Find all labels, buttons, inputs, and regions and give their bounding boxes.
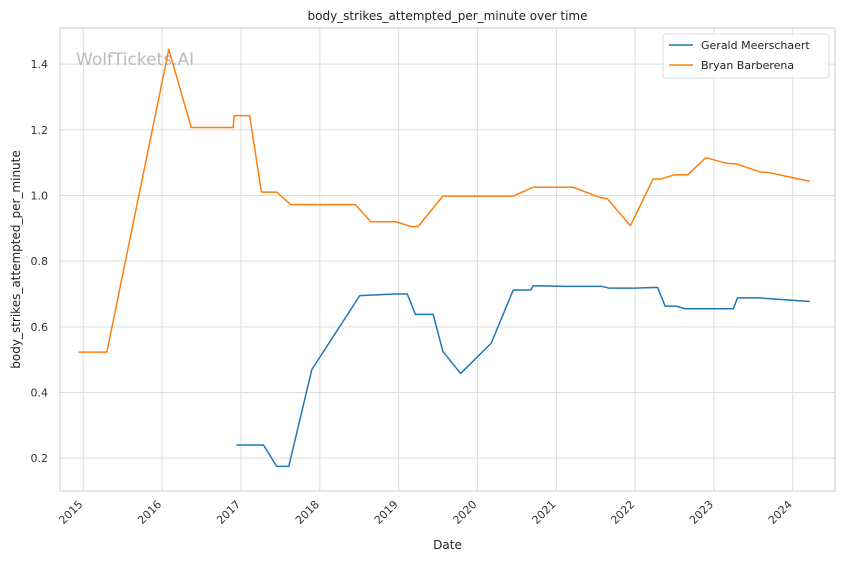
legend-box: [662, 33, 830, 79]
series-layer: [78, 48, 810, 468]
x-tick-label: 2021: [530, 498, 559, 527]
series-line-1: [236, 285, 810, 468]
x-axis-label: Date: [433, 538, 462, 552]
legend: Gerald Meerschaert Bryan Barberena: [662, 33, 830, 79]
y-axis-ticks: 0.2 0.4 0.6 0.8 1.0 1.2 1.4: [31, 58, 49, 465]
y-tick-label: 1.2: [31, 124, 49, 137]
plot-frame: [59, 27, 836, 492]
x-tick-label: 2020: [451, 498, 480, 527]
y-tick-label: 1.4: [31, 58, 49, 71]
y-tick-label: 1.0: [31, 189, 49, 202]
y-tick-label: 0.6: [31, 321, 49, 334]
y-axis-label: body_strikes_attempted_per_minute: [9, 150, 23, 368]
grid: [60, 28, 835, 491]
y-tick-label: 0.2: [31, 452, 49, 465]
x-tick-label: 2018: [293, 498, 322, 527]
x-tick-label: 2017: [214, 498, 243, 527]
x-tick-label: 2019: [372, 498, 401, 527]
chart-title: body_strikes_attempted_per_minute over t…: [308, 9, 588, 23]
watermark: WolfTickets.AI: [76, 50, 194, 70]
y-tick-label: 0.8: [31, 255, 49, 268]
series-line-2: [78, 48, 810, 353]
x-tick-label: 2016: [135, 498, 164, 527]
legend-label: Bryan Barberena: [701, 59, 794, 72]
y-tick-label: 0.4: [31, 386, 49, 399]
x-tick-label: 2015: [56, 498, 85, 527]
x-tick-label: 2023: [687, 498, 716, 527]
x-tick-label: 2022: [608, 498, 637, 527]
x-tick-label: 2024: [766, 498, 795, 527]
x-axis-ticks: 2015 2016 2017 2018 2019 2020 2021 2022 2023 2024: [56, 498, 794, 527]
legend-label: Gerald Meerschaert: [701, 39, 810, 52]
